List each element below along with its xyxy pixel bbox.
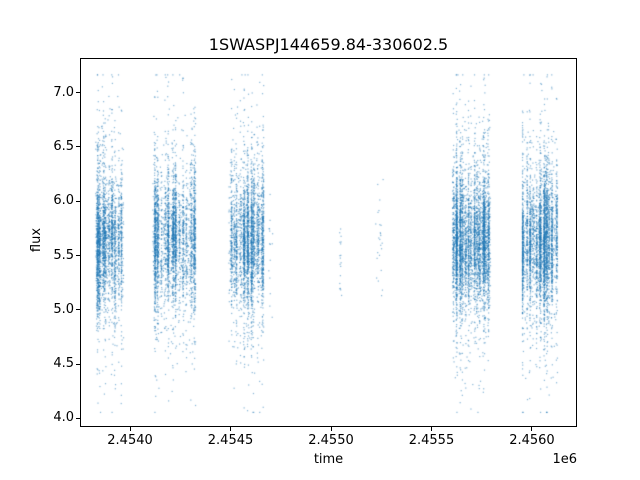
- y-tick-label: 6.5: [53, 138, 74, 154]
- y-tick-mark: [76, 363, 80, 365]
- x-tick-mark: [129, 427, 131, 431]
- y-tick-label: 6.0: [53, 193, 74, 209]
- y-tick-label: 5.5: [53, 247, 74, 263]
- x-tick-label: 2.4540: [107, 433, 153, 448]
- plot-frame: [80, 58, 577, 427]
- chart-title: 1SWASPJ144659.84-330602.5: [208, 35, 449, 54]
- x-tick-label: 2.4545: [207, 433, 254, 448]
- x-axis-label: time: [313, 452, 344, 467]
- y-tick-label: 7.0: [53, 84, 74, 100]
- x-tick-mark: [230, 427, 232, 431]
- x-tick-mark: [531, 427, 533, 431]
- y-tick-mark: [76, 417, 80, 419]
- y-tick-label: 4.0: [53, 410, 74, 426]
- y-tick-mark: [76, 200, 80, 202]
- x-tick-label: 2.4560: [509, 433, 555, 448]
- y-tick-label: 5.0: [53, 301, 74, 317]
- scatter-canvas: [81, 59, 576, 426]
- x-tick-mark: [430, 427, 432, 431]
- y-tick-mark: [76, 146, 80, 148]
- x-tick-mark: [330, 427, 332, 431]
- x-tick-label: 2.4555: [408, 433, 455, 448]
- y-tick-mark: [76, 309, 80, 311]
- y-tick-label: 4.5: [53, 356, 74, 372]
- x-tick-label: 2.4550: [308, 433, 354, 448]
- y-tick-mark: [76, 255, 80, 257]
- x-axis-offset-label: 1e6: [552, 452, 577, 467]
- y-tick-mark: [76, 92, 80, 94]
